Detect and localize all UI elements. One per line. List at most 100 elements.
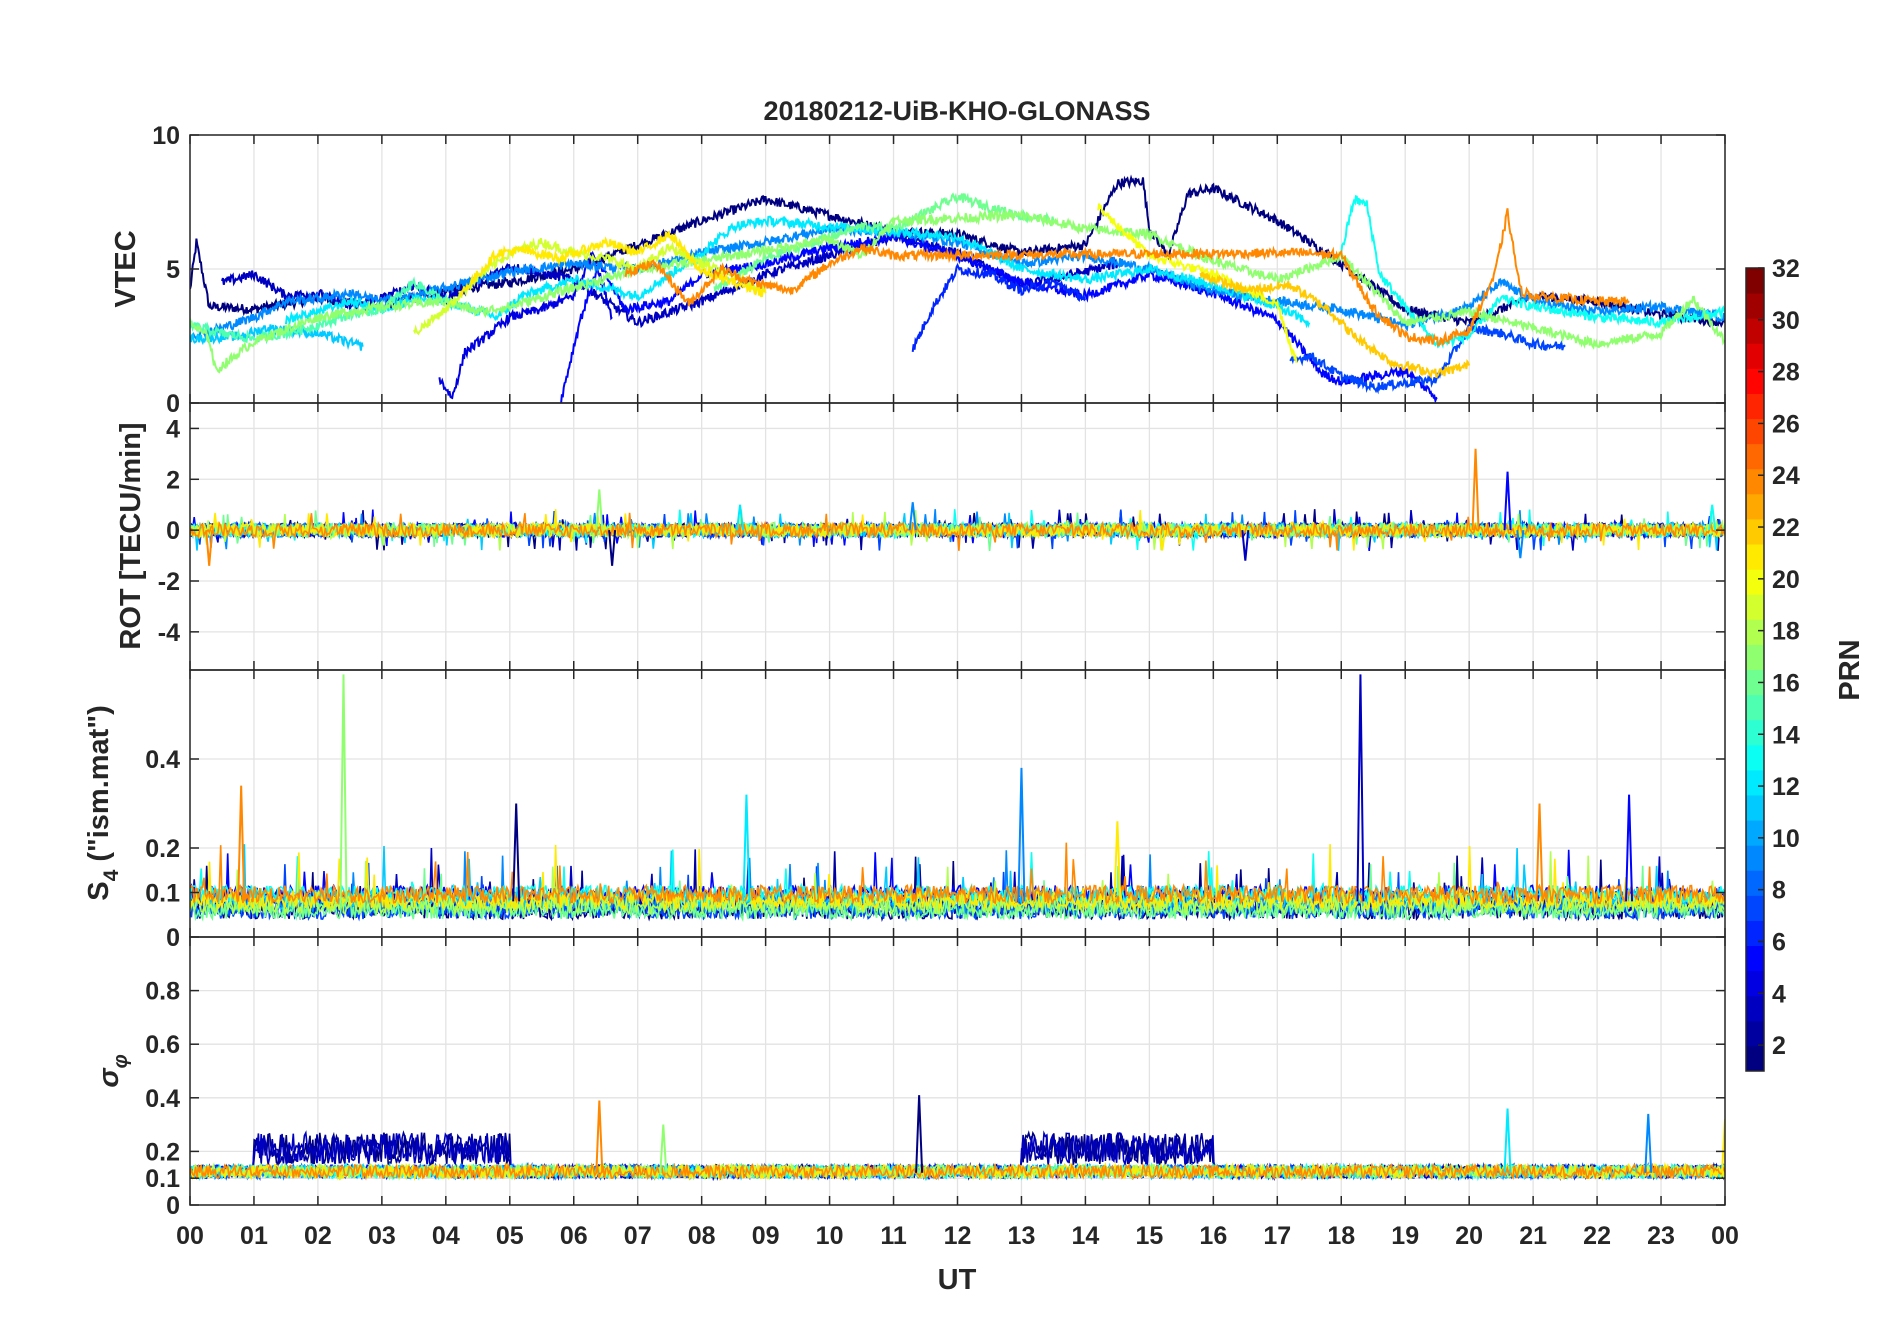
grid-rot	[189, 403, 1726, 670]
y-tick-label: 0	[166, 517, 180, 545]
series-spike	[1503, 471, 1512, 531]
series-spike	[339, 674, 348, 902]
x-axis-ticklabels: 00 01 02 03 04 05 06 07 08 09 10 11 12 13 14 15 16 17 18 19…	[176, 1222, 1739, 1250]
series-spike	[1158, 529, 1167, 551]
x-tick-label: 00	[1711, 1222, 1739, 1250]
series-spike	[1721, 1119, 1725, 1173]
series-line-prn-13	[1340, 194, 1725, 349]
colorbar-tick-label: 18	[1772, 618, 1800, 646]
x-tick-label: 21	[1519, 1222, 1547, 1250]
ylabel-sigma-sub: φ	[110, 1054, 132, 1068]
colorbar-tick-label: 8	[1772, 877, 1786, 905]
y-tick-label: 10	[152, 122, 180, 150]
series-line-prn-17	[190, 208, 1725, 374]
colorbar-block	[1746, 619, 1764, 645]
x-tick-label: 17	[1263, 1222, 1291, 1250]
series-spike	[742, 794, 751, 902]
colorbar-block	[1746, 293, 1764, 319]
y-tick-label: 2	[166, 466, 180, 494]
colorbar-tick-label: 6	[1772, 928, 1786, 956]
colorbar-tick-label: 10	[1772, 825, 1800, 853]
y-tick-label: -4	[158, 619, 180, 647]
y-tick-label: 0.4	[145, 746, 180, 774]
y-tick-label: 0	[166, 1192, 180, 1220]
x-tick-label: 05	[496, 1222, 524, 1250]
colorbar-block	[1746, 1045, 1764, 1072]
y-tick-label: 0.4	[145, 1085, 180, 1113]
y-tick-label: 0.1	[145, 1165, 180, 1193]
ylabel-s4-rest: ("ism.mat")	[83, 705, 115, 869]
series-line-prn-9	[190, 222, 1725, 342]
colorbar-tick-label: 4	[1772, 980, 1786, 1008]
panel-sigma-phi: 00.10.2 0.4 0.6 0.8 σφ	[93, 936, 1726, 1220]
series-line-prn-6	[911, 262, 1087, 353]
series-spike	[1503, 1108, 1512, 1173]
series-vtec	[190, 174, 1725, 403]
colorbar-block	[1746, 970, 1764, 997]
colorbar-block	[1746, 744, 1764, 771]
series-spike	[1241, 530, 1250, 561]
series-spike	[1356, 674, 1365, 902]
y-tick-label: 0.2	[145, 1138, 180, 1166]
colorbar-block	[1746, 418, 1764, 445]
series-line-prn-11	[190, 324, 364, 351]
colorbar-tick-label: 22	[1772, 514, 1800, 542]
x-tick-label: 20	[1455, 1222, 1483, 1250]
colorbar-block	[1746, 820, 1764, 846]
series-spike	[1113, 821, 1122, 902]
colorbar-tick-label: 28	[1772, 359, 1800, 387]
x-tick-label: 15	[1135, 1222, 1163, 1250]
series-spike	[595, 489, 604, 531]
x-tick-label: 13	[1008, 1222, 1036, 1250]
x-tick-label: 22	[1583, 1222, 1611, 1250]
series-line-prn-20	[1097, 203, 1298, 363]
x-tick-label: 04	[432, 1222, 460, 1250]
colorbar-block	[1746, 945, 1764, 972]
y-tick-label: 0	[166, 924, 180, 952]
series-s4	[190, 674, 1725, 923]
series-line-prn-4	[438, 250, 613, 400]
ylabel-sigma-main: σ	[93, 1067, 125, 1088]
colorbar-block	[1746, 920, 1764, 947]
x-tick-label: 11	[880, 1222, 907, 1250]
colorbar-block	[1746, 895, 1764, 921]
ylabel-s4-main: S	[83, 881, 115, 900]
series-line-prn-7	[190, 862, 1725, 923]
x-tick-label: 07	[624, 1222, 652, 1250]
series-spike	[1708, 504, 1717, 531]
y-tick-label: 0	[166, 390, 180, 418]
colorbar-blocks	[1746, 268, 1764, 1072]
x-tick-label: 06	[560, 1222, 588, 1250]
series-line-prn-7	[1289, 322, 1566, 395]
panel-s4: 0 0.1 0.2 0.4 S4 ("ism.mat")	[83, 669, 1726, 952]
series-spike	[659, 1124, 668, 1173]
panel-rot: -4 -2 0 2 4 ROT [TECU/min]	[115, 402, 1726, 671]
colorbar-tick-label: 12	[1772, 773, 1800, 801]
colorbar-block	[1746, 719, 1764, 746]
series-line-prn-24	[190, 842, 1725, 907]
colorbar-block	[1746, 594, 1764, 620]
panel-vtec: 0 5 10 VTEC	[110, 122, 1726, 418]
colorbar-block	[1746, 669, 1764, 696]
colorbar-tick-label: 32	[1772, 255, 1800, 283]
colorbar-tick-label: 26	[1772, 410, 1800, 438]
colorbar-block	[1746, 393, 1764, 420]
colorbar-block	[1746, 644, 1764, 670]
colorbar-block	[1746, 544, 1764, 570]
series-spike	[237, 785, 246, 902]
colorbar-label: PRN	[1834, 639, 1866, 700]
x-tick-label: 14	[1072, 1222, 1100, 1250]
y-tick-label: 4	[166, 415, 180, 443]
y-tick-label: 5	[166, 256, 180, 284]
series-spike	[1625, 794, 1634, 902]
ylabel-vtec: VTEC	[110, 230, 142, 307]
x-axis-label: UT	[938, 1264, 977, 1296]
x-tick-label: 00	[176, 1222, 204, 1250]
colorbar-block	[1746, 769, 1764, 796]
colorbar-block	[1746, 845, 1764, 871]
x-tick-label: 02	[304, 1222, 332, 1250]
x-tick-label: 03	[368, 1222, 396, 1250]
series-sigma-phi	[190, 1095, 1725, 1182]
